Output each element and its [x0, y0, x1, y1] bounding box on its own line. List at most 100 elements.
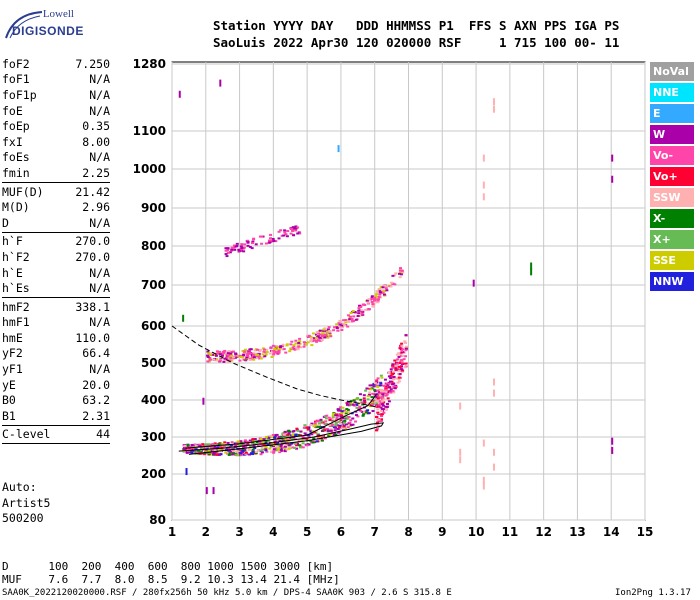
echo-f-trace [342, 428, 346, 431]
echo-second-hop [252, 356, 256, 359]
echo-third-hop [251, 240, 255, 243]
echo-f-trace [320, 420, 324, 423]
echo-f-trace [287, 429, 291, 432]
echo-f-trace [295, 447, 299, 450]
echo-second-hop [264, 351, 268, 354]
echo-f-trace [364, 389, 368, 392]
echo-f-trace [399, 352, 403, 355]
y-tick-label: 1280 [133, 57, 166, 71]
echo-third-hop [268, 241, 272, 244]
echo-f-trace [380, 410, 384, 413]
echo-second-hop [357, 312, 361, 315]
echo-f-trace [228, 450, 232, 453]
param-value: 21.42 [75, 184, 110, 199]
echo-second-hop [281, 345, 285, 348]
echo-second-hop [302, 345, 306, 348]
param-row: B1 2.31 [2, 408, 110, 424]
echo-f-trace [367, 402, 371, 405]
echo-f-trace [213, 442, 217, 445]
echo-f-trace [353, 404, 357, 407]
echo-f-trace [195, 451, 199, 454]
echo-f-trace [394, 367, 398, 370]
echo-third-hop [260, 235, 264, 238]
echo-second-hop [340, 324, 344, 327]
echo-f-trace [210, 446, 214, 449]
legend-item: SSW [650, 188, 694, 207]
echo-second-hop [265, 350, 269, 353]
echo-f-trace [344, 423, 348, 426]
echo-f-trace [373, 393, 377, 396]
echo-f-trace [267, 436, 271, 439]
echo-second-hop [244, 359, 248, 362]
echo-second-hop [328, 329, 332, 332]
echo-f-trace [255, 439, 259, 442]
echo-f-trace [404, 362, 408, 365]
echo-f-trace [285, 448, 289, 451]
echo-f-trace [347, 404, 351, 407]
echo-f-trace [311, 441, 315, 444]
param-name: B0 [2, 393, 16, 408]
echo-f-trace [359, 398, 363, 401]
echo-f-trace [325, 427, 329, 430]
param-value: 2.25 [82, 165, 110, 180]
echo-f-trace [243, 450, 247, 453]
echo-f-trace [351, 417, 355, 420]
data-point [482, 476, 485, 484]
echo-second-hop [246, 354, 250, 357]
echo-f-trace [298, 439, 302, 442]
echo-f-trace [291, 437, 295, 440]
data-point [178, 90, 181, 98]
echo-second-hop [357, 307, 361, 310]
echo-f-trace [371, 392, 375, 395]
echo-f-trace [283, 447, 287, 450]
echo-second-hop [347, 314, 351, 317]
echo-third-hop [234, 245, 238, 248]
echo-second-hop [289, 347, 293, 350]
echo-f-trace [241, 446, 245, 449]
echo-f-trace [223, 447, 227, 450]
data-point [202, 397, 205, 405]
echo-f-trace [327, 423, 331, 426]
echo-second-hop [361, 310, 365, 313]
echo-f-trace [306, 428, 310, 431]
echo-f-trace [310, 433, 314, 436]
echo-second-hop [310, 344, 314, 347]
echo-second-hop [377, 291, 381, 294]
echo-second-hop [339, 326, 343, 329]
echo-second-hop [215, 359, 219, 362]
x-tick-label: 3 [235, 525, 243, 539]
echo-third-hop [240, 246, 244, 249]
echo-f-trace [379, 401, 383, 404]
echo-second-hop [256, 355, 260, 358]
echo-f-trace [303, 424, 307, 427]
echo-f-trace [324, 423, 328, 426]
echo-second-hop [215, 350, 219, 353]
echo-f-trace [293, 447, 297, 450]
echo-second-hop [350, 319, 354, 322]
echo-second-hop [350, 318, 354, 321]
echo-second-hop [384, 286, 388, 289]
x-tick-label: 12 [535, 525, 552, 539]
echo-third-hop [243, 243, 247, 246]
param-value: 8.00 [82, 134, 110, 149]
echo-second-hop [349, 311, 353, 314]
echo-f-trace [248, 439, 252, 442]
echo-third-hop [242, 247, 246, 250]
echo-f-trace [195, 449, 199, 452]
echo-f-trace [303, 432, 307, 435]
echo-f-trace [356, 415, 360, 418]
echo-f-trace [272, 448, 276, 451]
echo-second-hop [361, 313, 365, 316]
echo-f-trace [404, 334, 408, 337]
data-point [219, 79, 222, 87]
echo-second-hop [385, 289, 389, 292]
legend-item: Vo+ [650, 167, 694, 186]
echo-second-hop [378, 291, 382, 294]
echo-second-hop [223, 357, 227, 360]
echo-f-trace [183, 444, 187, 447]
echo-f-trace [386, 397, 390, 400]
echo-f-trace [199, 449, 203, 452]
echo-second-hop [316, 335, 320, 338]
echo-f-trace [275, 446, 279, 449]
echo-second-hop [273, 347, 277, 350]
